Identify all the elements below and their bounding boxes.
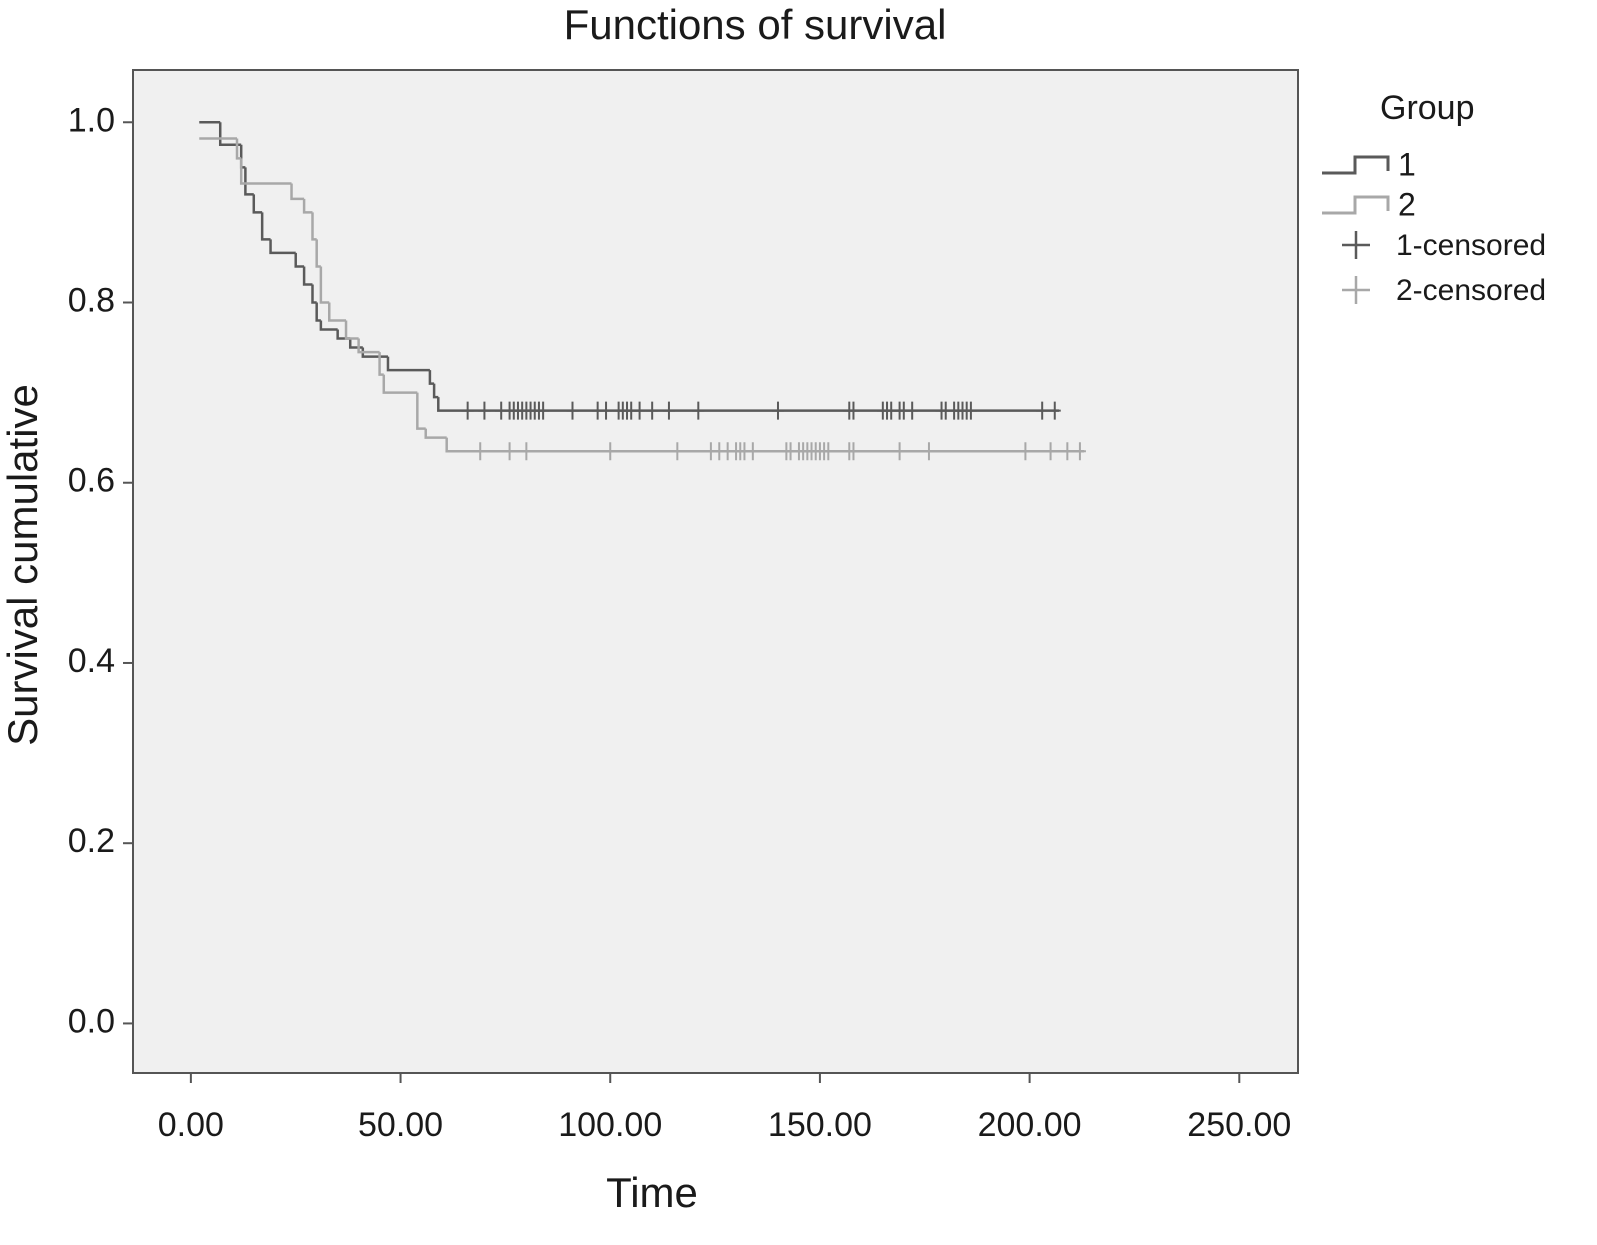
survival-step <box>244 167 254 196</box>
censor-mark <box>474 442 487 461</box>
survival-step <box>428 370 435 385</box>
censor-mark <box>604 442 617 461</box>
survival-step <box>319 266 330 304</box>
survival-step <box>311 212 317 241</box>
legend-label: 1 <box>1398 146 1416 182</box>
survival-step <box>386 356 430 372</box>
censor-mark <box>893 442 906 461</box>
censor-mark <box>847 442 860 461</box>
censor-mark <box>1048 401 1061 420</box>
chart-title: Functions of survival <box>564 1 947 48</box>
x-tick-label: 150.00 <box>768 1106 872 1144</box>
survival-step <box>357 338 380 354</box>
censor-mark <box>537 401 550 420</box>
censor-mark <box>922 442 935 461</box>
survival-step <box>315 302 321 322</box>
survival-step <box>328 302 347 322</box>
y-tick-label: 0.0 <box>68 1002 115 1040</box>
x-tick-label: 0.00 <box>158 1106 224 1144</box>
censor-mark <box>633 401 646 420</box>
survival-step <box>239 158 292 185</box>
survival-step <box>260 212 271 241</box>
censor-mark <box>1036 401 1049 420</box>
censor-mark <box>1061 442 1074 461</box>
x-tick-label: 50.00 <box>358 1106 443 1144</box>
survival-step <box>344 320 359 340</box>
x-tick-label: 200.00 <box>978 1106 1082 1144</box>
censor-mark <box>771 401 784 420</box>
censor-mark <box>1073 442 1086 461</box>
censor-mark <box>1044 442 1057 461</box>
y-axis-label: Survival cumulative <box>0 384 46 746</box>
legend-symbol <box>1342 276 1370 304</box>
survival-step <box>378 352 384 376</box>
y-tick-label: 0.6 <box>68 462 115 500</box>
y-tick-label: 0.4 <box>68 642 115 680</box>
censor-mark <box>822 442 835 461</box>
survival-step <box>269 239 296 255</box>
survival-step <box>218 122 242 147</box>
censor-mark <box>662 401 675 420</box>
censor-mark <box>964 401 977 420</box>
survival-step <box>315 239 321 268</box>
censor-mark <box>847 401 860 420</box>
survival-step <box>416 392 426 430</box>
survival-step <box>294 252 305 268</box>
censor-mark <box>1019 442 1032 461</box>
survival-step <box>311 284 317 304</box>
censor-mark <box>600 401 613 420</box>
censor-mark <box>566 401 579 420</box>
y-tick-label: 0.8 <box>68 281 115 319</box>
y-tick-label: 0.2 <box>68 822 115 860</box>
x-tick-label: 250.00 <box>1187 1106 1291 1144</box>
survival-step <box>432 383 439 399</box>
survival-step <box>235 138 242 160</box>
censor-mark <box>461 401 474 420</box>
legend-symbol <box>1342 231 1370 259</box>
survival-step <box>319 320 338 331</box>
survival-step <box>382 374 418 394</box>
legend-symbol <box>1322 155 1390 175</box>
censor-mark <box>503 442 516 461</box>
survival-step <box>302 266 313 286</box>
censor-mark <box>646 401 659 420</box>
survival-step <box>424 428 447 439</box>
legend-symbol <box>1322 195 1390 215</box>
legend-label: 2 <box>1398 186 1416 222</box>
survival-step <box>302 198 313 214</box>
censor-mark <box>478 401 491 420</box>
censor-mark <box>906 401 919 420</box>
x-axis-label: Time <box>606 1169 698 1216</box>
legend-label: 2-censored <box>1396 274 1546 307</box>
censor-mark <box>671 442 684 461</box>
survival-step <box>290 183 305 201</box>
censor-mark <box>692 401 705 420</box>
x-tick-label: 100.00 <box>558 1106 662 1144</box>
survival-step <box>252 194 263 214</box>
censor-mark <box>520 442 533 461</box>
legend-title: Group <box>1380 89 1475 127</box>
y-tick-label: 1.0 <box>68 101 115 139</box>
censor-mark <box>746 442 759 461</box>
plot-area <box>132 69 1299 1074</box>
legend-label: 1-censored <box>1396 229 1546 262</box>
survival-step <box>445 437 1085 453</box>
